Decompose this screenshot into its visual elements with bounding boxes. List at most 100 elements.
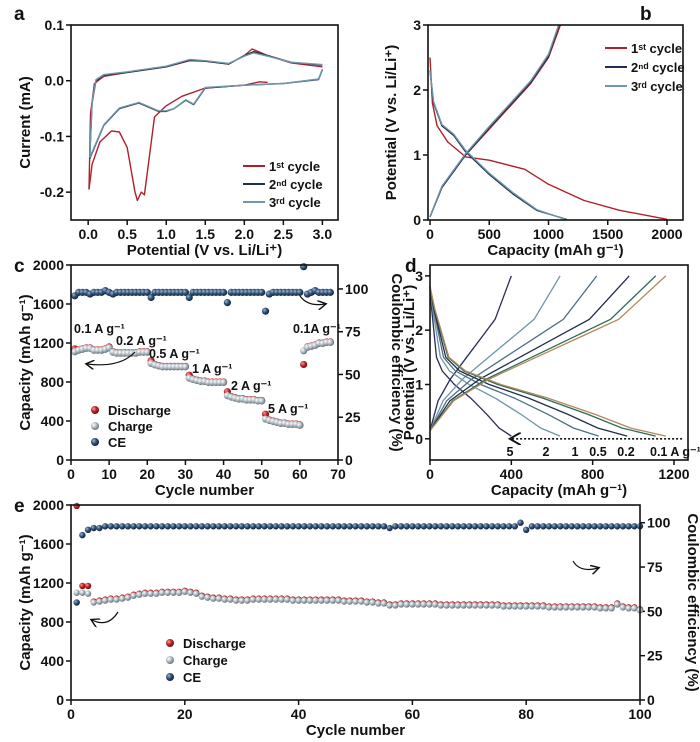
data-point-ce (192, 523, 200, 530)
data-point-charge (124, 594, 132, 601)
x-tick-label: 0 (67, 706, 75, 722)
data-point-charge (215, 595, 223, 602)
data-point-ce (534, 523, 541, 530)
y-tick-label: 3 (413, 17, 421, 33)
data-point-charge (454, 602, 462, 609)
arrow-to-right-axis (299, 295, 325, 305)
data-point-ce (420, 523, 427, 530)
arrow-to-left-axis (87, 351, 136, 365)
data-point-ce (289, 523, 297, 530)
rate-annotation: 0.5 A g⁻¹ (149, 347, 200, 361)
data-point-charge (449, 602, 456, 609)
data-point-ce (500, 523, 507, 530)
data-point-ce (369, 523, 376, 530)
data-point-charge (545, 604, 553, 611)
y2-tick-label: 25 (345, 409, 361, 425)
data-point-charge (153, 590, 160, 597)
x-tick-label: 1.5 (196, 226, 216, 242)
y-tick-label: 0 (56, 692, 64, 708)
data-point-charge (517, 603, 524, 610)
charge-curve (429, 275, 630, 432)
plot-frame-e (70, 504, 641, 701)
data-point-charge (221, 596, 228, 603)
data-point-charge (488, 602, 496, 609)
legend-label: 2ⁿᵈ cycle (631, 60, 685, 75)
data-point-charge (631, 605, 638, 612)
data-point-charge (534, 603, 541, 610)
data-point-ce (141, 523, 149, 530)
data-point-charge (227, 596, 234, 603)
legend-marker (91, 406, 99, 414)
data-point-ce (380, 523, 388, 530)
legend-marker (91, 438, 99, 446)
x-axis-label: Capacity (mAh g⁻¹) (487, 242, 623, 259)
x-tick-label: 2.0 (235, 226, 255, 242)
y2-axis-label: Coulombic efficiency (%) (388, 273, 405, 451)
data-point-ce (562, 523, 570, 530)
data-point-ce (130, 523, 137, 530)
series-line-3cycle (429, 24, 560, 218)
arrow-to-left-axis (92, 611, 119, 623)
data-point-charge (414, 601, 422, 608)
data-point-charge (471, 602, 479, 609)
legend-marker (91, 422, 99, 430)
data-point-charge (296, 421, 304, 429)
data-point-charge (73, 589, 80, 596)
data-point-ce (483, 523, 490, 530)
x-tick-label: 400 (500, 466, 524, 482)
data-point-ce (437, 523, 445, 530)
discharge-curve (429, 286, 628, 437)
y2-tick-label: 75 (345, 324, 361, 340)
data-point-ce (329, 523, 336, 530)
panel-label-b: b (640, 4, 652, 25)
data-point-charge (357, 598, 365, 605)
data-point-ce (312, 523, 319, 530)
x-axis-label: Capacity (mAh g⁻¹) (491, 482, 627, 499)
data-point-ce (143, 288, 151, 296)
x-tick-label: 20 (177, 706, 193, 722)
data-point-charge (528, 603, 536, 610)
data-point-ce (326, 288, 334, 296)
data-point-charge (426, 601, 433, 608)
data-point-charge (258, 397, 266, 405)
data-point-ce (301, 523, 308, 530)
x-tick-label: 0 (67, 466, 75, 482)
data-point-charge (460, 602, 467, 609)
x-tick-label: 500 (478, 226, 502, 242)
data-point-ce (296, 288, 304, 296)
data-point-ce (574, 523, 581, 530)
data-point-ce (187, 523, 194, 530)
series-line-2cycle (429, 24, 560, 218)
rate-label: 2 (543, 445, 550, 459)
data-point-charge (141, 590, 149, 597)
data-point-ce (96, 524, 103, 532)
rate-label: 5 (507, 445, 514, 459)
data-point-charge (323, 597, 331, 604)
data-point-charge (175, 589, 183, 596)
data-point-charge (346, 598, 354, 605)
data-point-ce (90, 524, 97, 532)
y-axis-label: Capacity (mAh g⁻¹) (17, 294, 34, 430)
data-point-ce (318, 523, 325, 530)
data-point-charge (375, 600, 382, 607)
data-point-charge (392, 602, 399, 609)
data-point-charge (136, 591, 143, 598)
y-tick-label: 2 (415, 322, 423, 338)
data-point-charge (477, 602, 484, 609)
data-point-charge (210, 595, 217, 602)
y-tick-label: 1200 (33, 335, 64, 351)
x-axis-label: Potential (V vs. Li/Li⁺) (127, 242, 282, 259)
data-point-ce (619, 523, 627, 530)
discharge-curve (429, 286, 599, 437)
data-point-ce (414, 523, 422, 530)
data-point-charge (181, 588, 188, 595)
data-point-ce (124, 523, 132, 530)
data-point-ce (460, 523, 467, 530)
data-point-ce (219, 288, 228, 296)
data-point-ce (403, 523, 410, 530)
x-tick-label: 50 (254, 466, 270, 482)
legend-label: Discharge (108, 403, 171, 418)
x-tick-label: 60 (405, 706, 421, 722)
data-point-ce (300, 263, 308, 271)
